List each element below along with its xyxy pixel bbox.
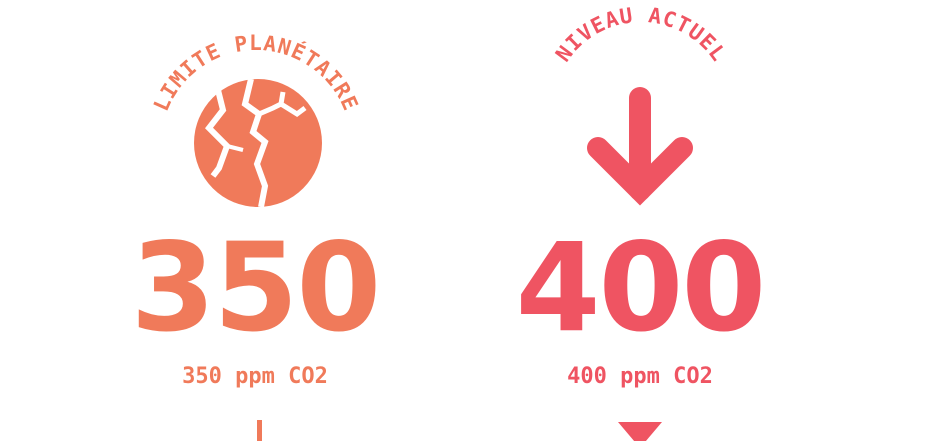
current-level-arc-text: NIVEAU ACTUEL bbox=[551, 3, 730, 66]
current-level-arc-label: NIVEAU ACTUEL bbox=[551, 3, 731, 66]
current-level-panel: NIVEAU ACTUEL 400 400 ppm CO2 bbox=[490, 0, 790, 441]
planetary-limit-panel: LIMITE PLANÉTAIRE 350 350 ppm CO2 bbox=[105, 0, 405, 441]
planetary-limit-unit: 350 ppm CO2 bbox=[182, 364, 328, 389]
planetary-limit-value: 350 bbox=[130, 217, 382, 359]
current-level-unit: 400 ppm CO2 bbox=[567, 364, 713, 389]
arrow-down-icon bbox=[587, 87, 693, 206]
limit-connector-line bbox=[257, 420, 262, 441]
current-level-value: 400 bbox=[515, 217, 767, 359]
cracked-planet-icon bbox=[194, 78, 322, 208]
current-triangle-marker bbox=[618, 422, 662, 441]
planetary-limit-header: LIMITE PLANÉTAIRE bbox=[149, 31, 362, 208]
current-level-header: NIVEAU ACTUEL bbox=[551, 3, 731, 206]
